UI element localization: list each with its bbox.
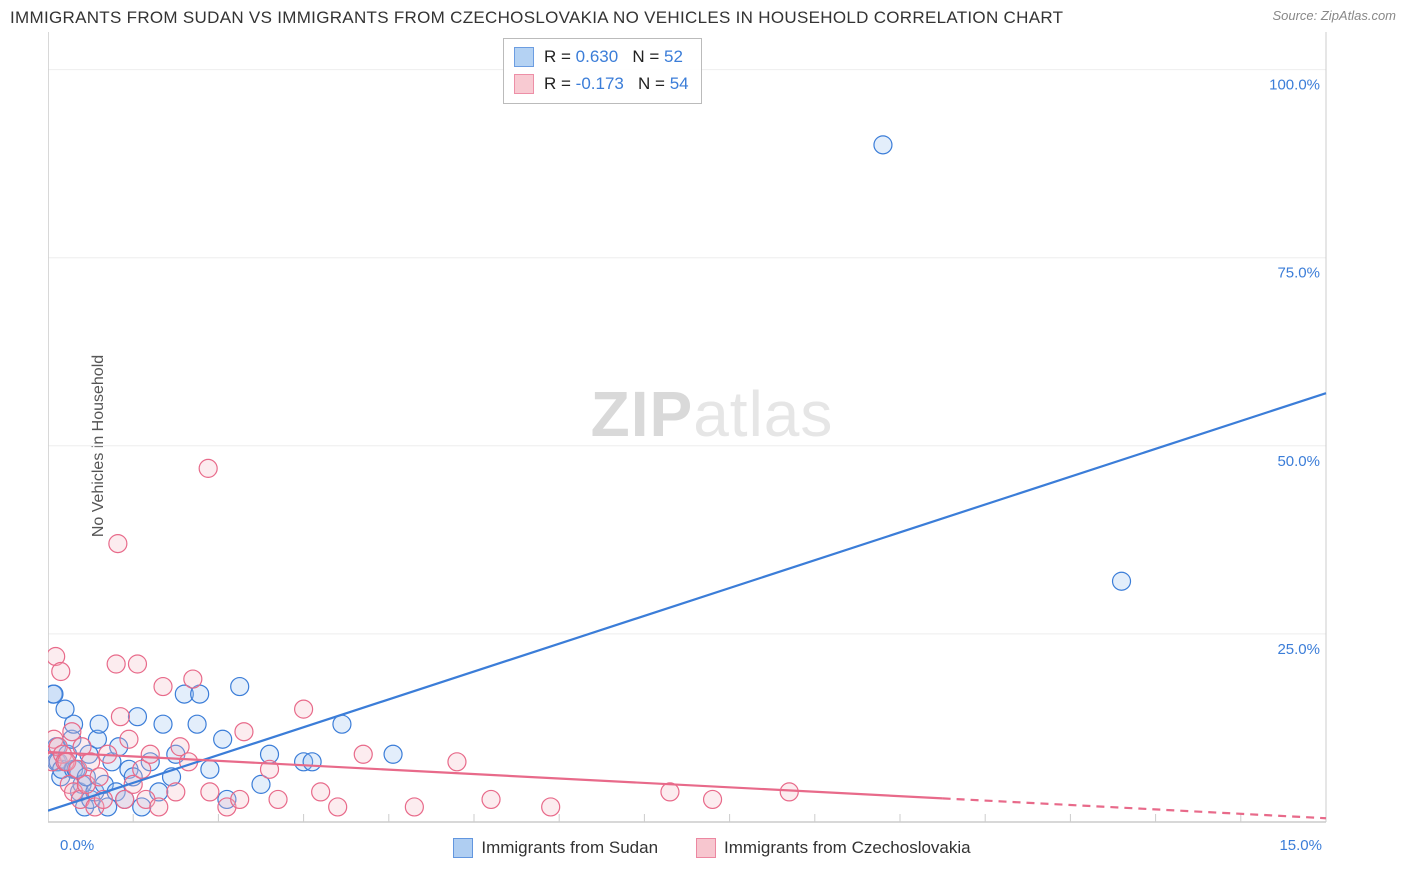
series-legend: Immigrants from Sudan Immigrants from Cze… [48, 838, 1376, 858]
svg-text:50.0%: 50.0% [1277, 453, 1320, 470]
stats-legend-row-czech: R = -0.173 N = 54 [514, 70, 689, 97]
legend-label: Immigrants from Czechoslovakia [724, 838, 971, 858]
source-attribution: Source: ZipAtlas.com [1272, 8, 1396, 23]
legend-label: Immigrants from Sudan [481, 838, 658, 858]
svg-text:75.0%: 75.0% [1277, 265, 1320, 282]
legend-swatch [453, 838, 473, 858]
stats-legend-text: R = 0.630 N = 52 [544, 43, 683, 70]
page-title: IMMIGRANTS FROM SUDAN VS IMMIGRANTS FROM… [10, 8, 1063, 28]
svg-text:25.0%: 25.0% [1277, 641, 1320, 658]
stats-legend-row-sudan: R = 0.630 N = 52 [514, 43, 689, 70]
legend-swatch [696, 838, 716, 858]
legend-swatch [514, 74, 534, 94]
stats-legend: R = 0.630 N = 52R = -0.173 N = 54 [503, 38, 702, 104]
legend-swatch [514, 47, 534, 67]
svg-text:100.0%: 100.0% [1269, 77, 1320, 94]
legend-item-sudan: Immigrants from Sudan [453, 838, 658, 858]
stats-legend-text: R = -0.173 N = 54 [544, 70, 689, 97]
legend-item-czech: Immigrants from Czechoslovakia [696, 838, 971, 858]
chart-area: ZIPatlas 25.0%50.0%75.0%100.0%0.0%15.0% … [48, 32, 1376, 862]
correlation-chart: 25.0%50.0%75.0%100.0%0.0%15.0% [48, 32, 1376, 862]
